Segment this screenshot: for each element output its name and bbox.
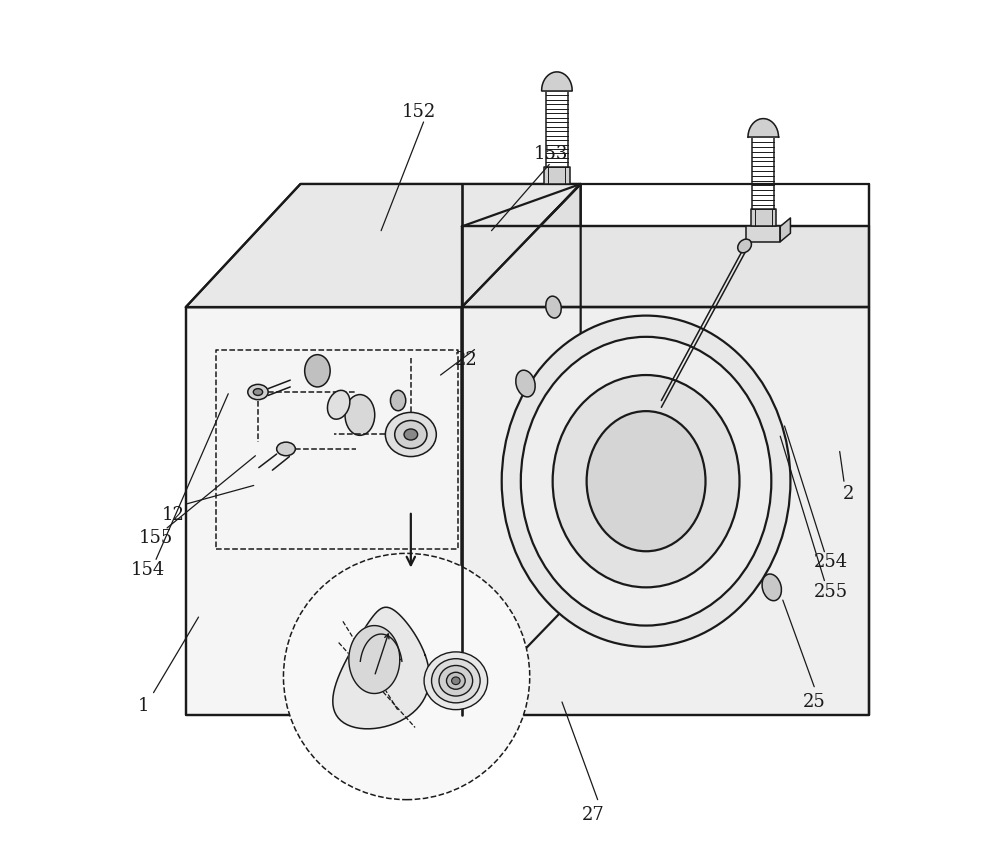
Ellipse shape (553, 375, 739, 587)
Ellipse shape (404, 429, 418, 440)
Text: 255: 255 (814, 583, 848, 601)
Polygon shape (186, 184, 581, 307)
Ellipse shape (762, 574, 781, 601)
Polygon shape (462, 184, 581, 715)
Polygon shape (462, 227, 869, 307)
Ellipse shape (521, 337, 771, 625)
Ellipse shape (385, 412, 436, 457)
Ellipse shape (446, 672, 465, 689)
Ellipse shape (327, 390, 350, 419)
Ellipse shape (305, 354, 330, 387)
Ellipse shape (439, 665, 473, 696)
Ellipse shape (345, 394, 375, 435)
Ellipse shape (587, 412, 706, 551)
Text: 153: 153 (534, 145, 568, 164)
Polygon shape (751, 210, 776, 227)
Ellipse shape (390, 390, 406, 411)
Polygon shape (544, 167, 570, 184)
Circle shape (283, 554, 530, 800)
Text: 12: 12 (162, 506, 184, 524)
Text: 1: 1 (138, 697, 149, 715)
Polygon shape (349, 625, 400, 694)
Ellipse shape (248, 384, 268, 400)
Ellipse shape (516, 370, 535, 397)
Polygon shape (462, 307, 869, 715)
Ellipse shape (395, 421, 427, 448)
Ellipse shape (277, 442, 295, 456)
Text: 254: 254 (814, 553, 848, 571)
Polygon shape (746, 227, 780, 242)
Ellipse shape (738, 239, 751, 253)
Text: 152: 152 (402, 103, 436, 121)
Ellipse shape (502, 315, 790, 647)
Polygon shape (186, 307, 462, 715)
Ellipse shape (424, 652, 488, 710)
Text: 154: 154 (130, 561, 165, 579)
Text: 25: 25 (803, 693, 826, 711)
Ellipse shape (452, 677, 460, 685)
Polygon shape (748, 118, 779, 137)
Polygon shape (333, 607, 429, 728)
Ellipse shape (253, 389, 263, 395)
Text: 27: 27 (582, 806, 605, 824)
Polygon shape (780, 218, 790, 242)
Polygon shape (542, 72, 572, 90)
Ellipse shape (432, 659, 480, 703)
Text: 155: 155 (139, 529, 173, 547)
Ellipse shape (546, 296, 561, 318)
Text: 2: 2 (842, 485, 854, 503)
Text: 22: 22 (455, 351, 477, 369)
